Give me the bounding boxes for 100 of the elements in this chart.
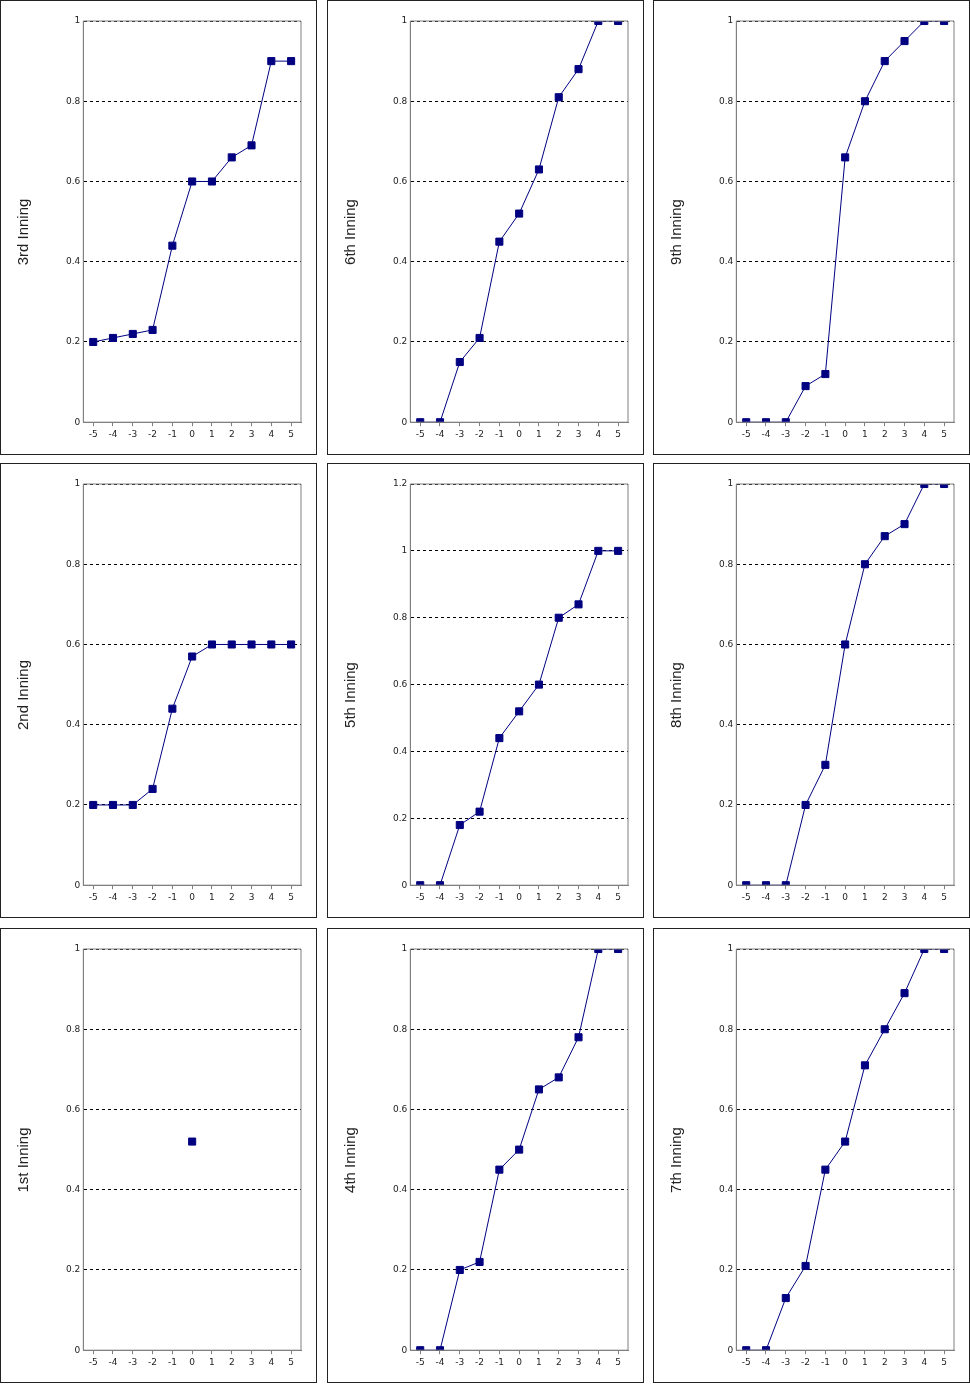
x-tick-label: 3 xyxy=(901,891,908,902)
point xyxy=(89,800,98,809)
point xyxy=(495,734,504,743)
y-tick-label: 0.4 xyxy=(65,719,81,730)
y-tick-label: 0.4 xyxy=(718,1184,734,1195)
x-tick-label: -5 xyxy=(741,428,751,439)
point xyxy=(860,97,869,106)
x-tick-label: 2 xyxy=(555,428,562,439)
x-tick-label: -2 xyxy=(148,1356,158,1367)
x-tick-label: -2 xyxy=(801,428,811,439)
y-tick-label: 0.8 xyxy=(65,95,81,106)
point xyxy=(554,1073,563,1082)
x-tick-label: 5 xyxy=(288,1356,294,1367)
y-tick-label: 1.2 xyxy=(392,478,408,489)
y-tick-label: 0.8 xyxy=(392,1023,408,1034)
x-tick-label: -2 xyxy=(148,891,158,902)
x-tick-label: 0 xyxy=(842,1356,849,1367)
x-tick-label: 0 xyxy=(189,1356,196,1367)
y-tick-label: 0 xyxy=(727,1344,734,1355)
point xyxy=(880,57,889,66)
point xyxy=(455,357,464,367)
x-tick-label: -5 xyxy=(741,891,751,902)
x-tick-label: -4 xyxy=(108,1356,118,1367)
x-tick-label: -1 xyxy=(494,428,504,439)
point xyxy=(534,165,543,174)
x-tick-label: -5 xyxy=(415,891,425,902)
y-tick-label: 0.4 xyxy=(392,256,408,267)
x-tick-label: -4 xyxy=(761,1356,771,1367)
x-tick-label: 2 xyxy=(228,428,235,439)
point xyxy=(574,1033,583,1042)
y-tick-label: 0 xyxy=(727,879,734,890)
point xyxy=(495,1165,504,1174)
x-tick-label: 1 xyxy=(209,428,215,439)
point xyxy=(227,640,236,649)
point xyxy=(781,1294,790,1303)
x-tick-label: 4 xyxy=(268,1356,275,1367)
y-tick-label: 0 xyxy=(401,879,408,890)
text: 6th Inning xyxy=(341,199,359,265)
point xyxy=(801,800,810,809)
y-tick-label: 0.2 xyxy=(718,799,734,810)
x-tick-label: 5 xyxy=(941,428,947,439)
x-tick-label: -2 xyxy=(475,891,485,902)
point xyxy=(515,209,524,218)
x-tick-label: 2 xyxy=(228,1356,235,1367)
point xyxy=(841,1137,850,1146)
x-tick-label: 0 xyxy=(189,891,196,902)
point xyxy=(207,640,216,649)
y-tick-label: 0.8 xyxy=(392,612,408,623)
x-tick-label: 5 xyxy=(941,891,947,902)
x-tick-label: 2 xyxy=(555,1356,562,1367)
x-tick-label: 1 xyxy=(862,428,868,439)
x-tick-label: 5 xyxy=(615,1356,621,1367)
point xyxy=(900,520,909,529)
y-tick-label: 0.2 xyxy=(65,799,81,810)
x-tick-label: 3 xyxy=(248,891,255,902)
x-tick-label: -2 xyxy=(475,428,485,439)
y-tick-label: 0 xyxy=(401,416,408,427)
point xyxy=(574,600,583,609)
x-tick-label: 0 xyxy=(516,1356,523,1367)
y-tick-label: 0.2 xyxy=(718,1264,734,1275)
x-tick-label: -3 xyxy=(455,428,465,439)
point xyxy=(168,704,177,713)
point xyxy=(207,177,216,186)
x-tick-label: -3 xyxy=(128,891,138,902)
point xyxy=(841,153,850,162)
x-tick-label: 1 xyxy=(862,891,868,902)
point xyxy=(554,93,563,102)
point xyxy=(188,652,197,661)
point xyxy=(594,546,603,555)
x-tick-label: -3 xyxy=(781,891,791,902)
point xyxy=(455,820,464,830)
x-tick-label: -1 xyxy=(820,428,830,439)
text: 5th Inning xyxy=(341,662,359,728)
x-tick-label: 4 xyxy=(595,891,602,902)
point xyxy=(515,707,524,716)
x-tick-label: -2 xyxy=(475,1356,485,1367)
y-tick-label: 0.2 xyxy=(392,336,408,347)
point xyxy=(475,333,484,342)
x-tick-label: -4 xyxy=(435,891,445,902)
point xyxy=(495,237,504,246)
x-tick-label: -4 xyxy=(761,428,771,439)
x-tick-label: -1 xyxy=(167,428,177,439)
x-tick-label: 0 xyxy=(842,428,849,439)
x-tick-label: 0 xyxy=(189,428,196,439)
point xyxy=(534,680,543,689)
y-tick-label: 1 xyxy=(401,15,408,26)
x-tick-label: 3 xyxy=(575,891,582,902)
point xyxy=(841,640,850,649)
text: 7th Inning xyxy=(667,1127,685,1193)
x-tick-label: 2 xyxy=(228,891,235,902)
x-tick-label: -1 xyxy=(820,1356,830,1367)
x-tick-label: 4 xyxy=(268,428,275,439)
y-tick-label: 0.8 xyxy=(718,95,734,106)
y-tick-label: 0.6 xyxy=(392,1103,408,1114)
point xyxy=(287,640,296,649)
x-tick-label: -1 xyxy=(494,1356,504,1367)
x-tick-label: -1 xyxy=(494,891,504,902)
y-tick-label: 0.6 xyxy=(718,1103,734,1114)
x-tick-label: 3 xyxy=(248,1356,255,1367)
y-tick-label: 1 xyxy=(74,478,81,489)
